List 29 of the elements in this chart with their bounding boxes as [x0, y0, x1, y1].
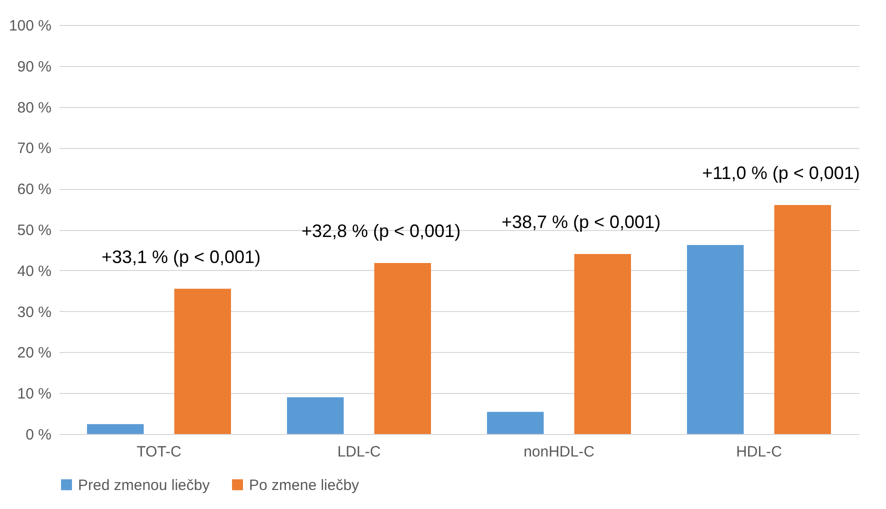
x-tick-label: TOT-C [136, 444, 182, 460]
y-tick-label: 70 % [17, 140, 52, 158]
x-tick-label: nonHDL-C [524, 444, 595, 460]
y-tick-label: 30 % [17, 304, 52, 321]
bar [374, 263, 431, 434]
x-tick-label: HDL-C [736, 444, 782, 460]
y-tick-label: 100 % [8, 18, 52, 34]
y-tick-label: 10 % [17, 386, 52, 403]
bar [574, 254, 631, 434]
y-tick-label: 90 % [17, 58, 52, 76]
legend-label: Pred zmenou liečby [78, 476, 210, 494]
y-tick-label: 50 % [17, 222, 52, 239]
legend-label: Po zmene liečby [249, 476, 360, 494]
bar [487, 412, 544, 434]
y-tick-label: 40 % [17, 262, 52, 280]
y-tick-label: 0 % [26, 426, 52, 444]
bar [687, 245, 744, 434]
bar [287, 397, 344, 434]
y-tick-label: 20 % [17, 344, 52, 362]
annotation: +38,7 % (p < 0,001) [501, 212, 661, 232]
x-tick-label: LDL-C [337, 444, 381, 460]
annotation: +33,1 % (p < 0,001) [101, 246, 261, 267]
y-tick-label: 80 % [17, 99, 52, 116]
bar [774, 204, 831, 434]
bar [174, 288, 231, 434]
annotation: +32,8 % (p < 0,001) [301, 221, 461, 242]
bar [87, 424, 144, 434]
annotation: +11,0 % (p < 0,001) [702, 162, 860, 183]
y-tick-label: 60 % [17, 181, 52, 198]
